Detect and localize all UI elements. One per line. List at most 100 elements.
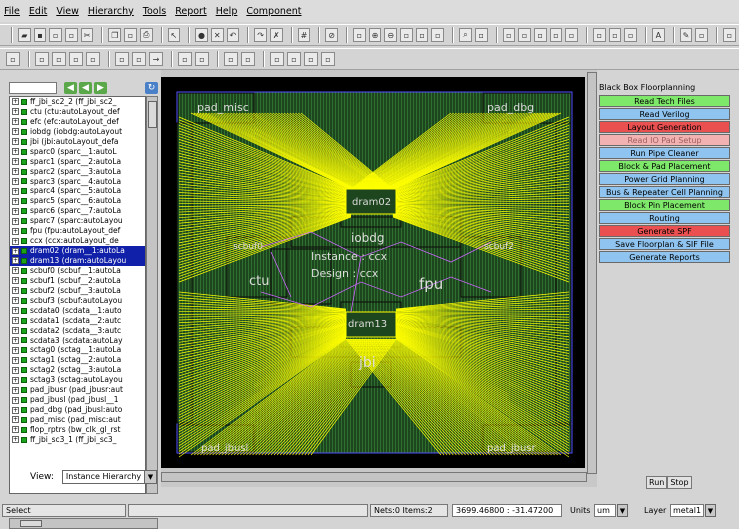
view-dropdown[interactable]: Instance Hierarchy▼ [62,470,157,484]
chevron-down-icon[interactable]: ▼ [617,504,628,517]
nav-forward-icon[interactable]: ▶ [94,82,107,94]
flow-step-button[interactable]: Generate SPF [599,225,730,237]
block3-icon[interactable]: ▫ [69,52,83,66]
chevron-down-icon[interactable]: ▼ [705,504,716,517]
tree-item[interactable]: +jbi (jbi:autoLayout_defa [10,137,145,147]
flow-step-button[interactable]: Block Pin Placement [599,199,730,211]
expand-icon[interactable]: + [12,426,19,433]
tree-item[interactable]: +iobdg (iobdg:autoLayout [10,127,145,137]
flow-step-button[interactable]: Save Floorplan & SIF File [599,238,730,250]
flow-step-button[interactable]: Read IO Pad Setup [599,134,730,146]
rotate-icon[interactable]: ▫ [270,52,284,66]
expand-icon[interactable]: + [12,357,19,364]
layer5-icon[interactable]: ▫ [565,28,578,42]
canvas-horizontal-scrollbar[interactable] [161,472,587,482]
menu-hierarchy[interactable]: Hierarchy [88,6,134,17]
redo-icon[interactable]: ↷ [254,28,267,42]
extra-icon[interactable]: ▫ [723,28,736,42]
array-icon[interactable]: ▫ [321,52,335,66]
tree-item[interactable]: +pad_misc (pad_misc:aut [10,415,145,425]
print-icon[interactable]: ⎙ [140,28,153,42]
menu-file[interactable]: File [4,6,20,17]
flip-icon[interactable]: ▫ [241,52,255,66]
run-button[interactable]: Run [646,476,667,489]
expand-icon[interactable]: + [12,317,19,324]
tree-item[interactable]: +scbuf2 (scbuf__3:autoLa [10,286,145,296]
expand-icon[interactable]: + [12,337,19,344]
zoom-fit-icon[interactable]: ▫ [416,28,429,42]
copy2-icon[interactable]: ▫ [287,52,301,66]
align-icon[interactable]: ▫ [115,52,129,66]
rect1-icon[interactable]: ▫ [195,52,209,66]
stack-icon[interactable]: ▫ [304,52,318,66]
menu-edit[interactable]: Edit [29,6,47,17]
expand-icon[interactable]: + [12,208,19,215]
expand-icon[interactable]: + [12,188,19,195]
flow-step-button[interactable]: Generate Reports [599,251,730,263]
expand-icon[interactable]: + [12,118,19,125]
refresh-icon[interactable]: ↻ [145,82,158,94]
flow-step-button[interactable]: Block & Pad Placement [599,160,730,172]
menu-view[interactable]: View [56,6,79,17]
tree-item[interactable]: +dram02 (dram__1:autoLa [10,246,145,256]
expand-icon[interactable]: + [12,248,19,255]
units-dropdown[interactable]: um [594,504,616,517]
tree-item[interactable]: +sparc4 (sparc__5:autoLa [10,186,145,196]
menu-tools[interactable]: Tools [143,6,166,17]
expand-icon[interactable]: + [12,347,19,354]
rect2-icon[interactable]: ▫ [224,52,238,66]
expand-icon[interactable]: + [12,416,19,423]
tree-item[interactable]: +sparc3 (sparc__4:autoLa [10,177,145,187]
layer2-icon[interactable]: ▫ [518,28,531,42]
expand-icon[interactable]: + [12,257,19,264]
tree-item[interactable]: +scdata1 (scdata__2:autc [10,316,145,326]
expand-icon[interactable]: + [12,277,19,284]
layer1-icon[interactable]: ▫ [503,28,516,42]
delete-x-icon[interactable]: ✕ [211,28,224,42]
block1-icon[interactable]: ▫ [35,52,49,66]
stop-button[interactable]: Stop [667,476,691,489]
expand-icon[interactable]: + [12,228,19,235]
expand-icon[interactable]: + [12,168,19,175]
tool-icon[interactable]: ▫ [695,28,708,42]
tree-item[interactable]: +sparc1 (sparc__2:autoLa [10,157,145,167]
expand-icon[interactable]: + [12,307,19,314]
layer-dropdown[interactable]: metal1 [670,504,704,517]
expand-icon[interactable]: + [12,287,19,294]
menu-report[interactable]: Report [175,6,207,17]
layer4-icon[interactable]: ▫ [550,28,563,42]
cell2-icon[interactable]: ▫ [609,28,622,42]
copy-icon[interactable]: ❐ [108,28,121,42]
cut-icon[interactable]: ✂ [81,28,94,42]
cell3-icon[interactable]: ▫ [624,28,637,42]
chevron-down-icon[interactable]: ▼ [144,470,157,484]
paste-icon[interactable]: ▫ [124,28,137,42]
flow-step-button[interactable]: Run Pipe Cleaner [599,147,730,159]
tree-item[interactable]: +ff_jbi_sc2_2 (ff_jbi_sc2_ [10,97,145,107]
pin-icon[interactable]: ▫ [86,52,100,66]
tree-item[interactable]: +scbuf3 (scbuf:autoLayou [10,296,145,306]
tree-item[interactable]: +sctag2 (sctag__3:autoLa [10,365,145,375]
distribute-icon[interactable]: ▫ [132,52,146,66]
tree-item[interactable]: +scdata0 (scdata__1:auto [10,306,145,316]
expand-icon[interactable]: + [12,238,19,245]
expand-icon[interactable]: + [12,367,19,374]
text-A-icon[interactable]: A [652,28,665,42]
nav-back-icon[interactable]: ◀ [79,82,92,94]
tree-item[interactable]: +sctag1 (sctag__2:autoLa [10,355,145,365]
menu-component[interactable]: Component [246,6,301,17]
expand-icon[interactable]: + [12,377,19,384]
tree-item[interactable]: +scbuf0 (scbuf__1:autoLa [10,266,145,276]
tree-item[interactable]: +pad_jbusr (pad_jbusr:aut [10,385,145,395]
config-icon[interactable]: ▫ [6,52,20,66]
tree-search-input[interactable] [9,82,57,94]
tree-horizontal-scrollbar[interactable] [9,518,158,529]
record-icon[interactable]: ● [195,28,208,42]
expand-icon[interactable]: + [12,128,19,135]
tree-item[interactable]: +pad_dbg (pad_jbusl:auto [10,405,145,415]
arrow-icon[interactable]: → [149,52,163,66]
tree-item[interactable]: +sparc2 (sparc__3:autoLa [10,167,145,177]
grid-icon[interactable]: # [298,28,311,42]
